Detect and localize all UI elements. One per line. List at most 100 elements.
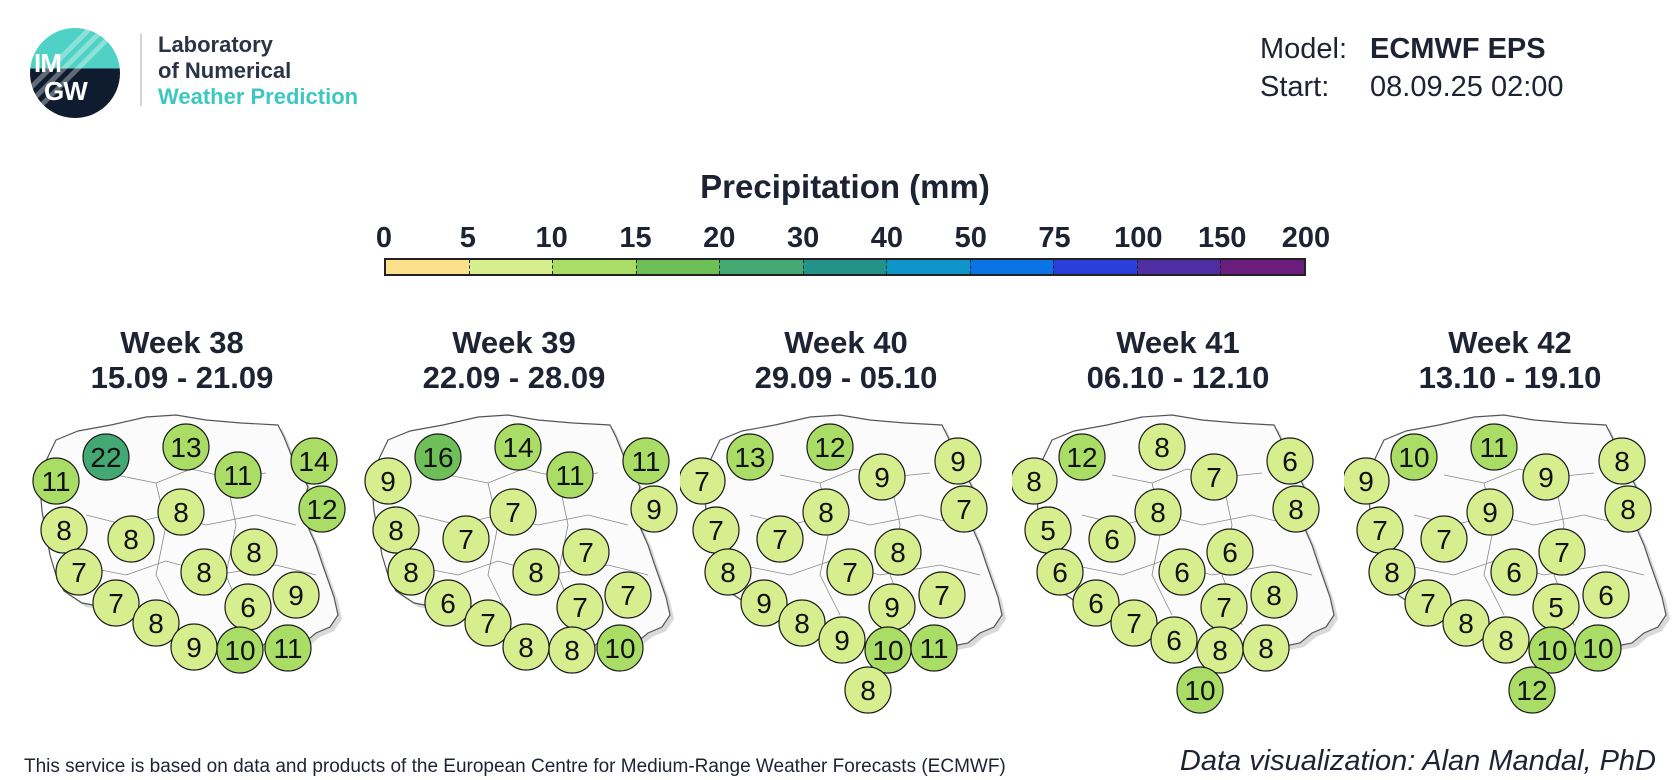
precip-bubble: 5 <box>1532 583 1580 631</box>
precip-bubble: 8 <box>512 548 560 596</box>
precip-value: 9 <box>288 580 304 611</box>
precip-bubble-circle <box>290 437 338 485</box>
precip-bubble-circle <box>1420 515 1468 563</box>
precip-bubble-circle <box>180 548 228 596</box>
precip-value: 8 <box>860 675 876 706</box>
precip-value: 9 <box>884 592 900 623</box>
precip-bubble-circle <box>1110 599 1158 647</box>
precip-value: 6 <box>1222 537 1238 568</box>
precip-value: 7 <box>694 466 710 497</box>
precip-bubble: 6 <box>1088 515 1136 563</box>
legend-tick-label: 50 <box>954 222 987 254</box>
precip-bubble: 7 <box>1404 579 1452 627</box>
precip-value: 9 <box>1538 462 1554 493</box>
precip-bubble-circle <box>704 548 752 596</box>
precip-value: 6 <box>1088 588 1104 619</box>
precip-bubble: 9 <box>364 457 412 505</box>
precip-value: 12 <box>814 432 845 463</box>
precip-bubble-circle <box>1508 666 1556 714</box>
precip-value: 10 <box>604 633 635 664</box>
precip-bubble-circle <box>494 423 542 471</box>
precip-value: 10 <box>1184 675 1215 706</box>
precip-bubble: 8 <box>778 599 826 647</box>
precip-bubble-circle <box>214 451 262 499</box>
precip-bubble: 7 <box>1190 453 1238 501</box>
precip-bubble: 6 <box>224 583 272 631</box>
precip-value: 11 <box>631 446 660 477</box>
precip-value: 8 <box>403 557 419 588</box>
legend-color-segment <box>468 260 553 274</box>
legend-color-segment <box>719 260 803 274</box>
precip-bubble-circle <box>1134 488 1182 536</box>
precip-bubble-circle <box>162 423 210 471</box>
precip-value: 7 <box>458 524 474 555</box>
ecmwf-attribution: This service is based on data and produc… <box>24 756 1006 777</box>
precip-bubble: 6 <box>1036 548 1084 596</box>
week-dates: 29.09 - 05.10 <box>754 360 938 395</box>
precip-bubble: 8 <box>180 548 228 596</box>
precip-bubble-circle <box>1266 437 1314 485</box>
week-dates: 13.10 - 19.10 <box>1418 360 1602 395</box>
precip-value: 7 <box>1216 592 1232 623</box>
precip-bubble: 12 <box>1508 666 1556 714</box>
precip-value: 7 <box>480 608 496 639</box>
precip-bubble: 10 <box>216 626 264 674</box>
week-panel: Week 42 13.10 - 19.10 10 11 9 8 9 8 9 7 7 7 6 6 8 7 5 8 8 1… <box>1344 325 1676 725</box>
precip-bubble: 8 <box>1012 457 1058 505</box>
precip-bubble: 7 <box>940 485 988 533</box>
legend-color-segment <box>1136 260 1221 274</box>
precip-bubble: 7 <box>442 515 490 563</box>
legend-color-segment <box>552 260 636 274</box>
precip-value: 8 <box>1026 466 1042 497</box>
precip-bubble-circle <box>1574 624 1622 672</box>
precip-value: 14 <box>502 432 533 463</box>
precip-bubble-circle <box>910 624 958 672</box>
precip-value: 6 <box>240 592 256 623</box>
precip-bubble-circle <box>562 528 610 576</box>
precip-bubble: 11 <box>546 451 594 499</box>
precip-value: 11 <box>273 633 302 664</box>
start-value: 08.09.25 02:00 <box>1370 71 1564 103</box>
precip-value: 8 <box>818 497 834 528</box>
legend-color-segment <box>969 260 1054 274</box>
precip-value: 6 <box>1506 557 1522 588</box>
precip-bubble-circle <box>740 579 788 627</box>
legend-color-segment <box>886 260 970 274</box>
precip-bubble: 6 <box>1072 579 1120 627</box>
precip-bubble: 11 <box>1470 423 1518 471</box>
precip-value: 8 <box>1458 608 1474 639</box>
precip-bubble: 14 <box>494 423 542 471</box>
precip-bubble-circle <box>1390 433 1438 481</box>
precip-value: 16 <box>422 442 453 473</box>
precip-bubble: 6 <box>1150 616 1198 664</box>
legend-title: Precipitation (mm) <box>700 168 990 205</box>
legend-tick-label: 20 <box>703 222 736 254</box>
precip-value: 7 <box>572 592 588 623</box>
precip-bubble: 6 <box>424 579 472 627</box>
precip-bubble-circle <box>546 451 594 499</box>
precip-value: 7 <box>708 515 724 546</box>
precip-bubble: 7 <box>464 599 512 647</box>
precip-bubble-circle <box>1344 457 1390 505</box>
precip-bubble: 13 <box>162 423 210 471</box>
precip-value: 8 <box>528 557 544 588</box>
legend-color-segment <box>802 260 887 274</box>
legend-tick-label: 15 <box>619 222 652 254</box>
precip-value: 10 <box>224 635 255 666</box>
precip-value: 8 <box>1266 580 1282 611</box>
precip-bubble: 7 <box>1538 528 1586 576</box>
precip-value: 6 <box>1174 557 1190 588</box>
precip-bubble-circle <box>55 548 103 596</box>
precip-value: 22 <box>90 442 121 473</box>
precip-bubble: 11 <box>622 437 670 485</box>
precip-bubble-circle <box>464 599 512 647</box>
precip-bubble-circle <box>874 528 922 576</box>
precip-bubble: 7 <box>556 583 604 631</box>
lab-name-line2: of Numerical <box>158 58 292 83</box>
precip-bubble: 7 <box>1200 583 1248 631</box>
precip-bubble: 9 <box>858 453 906 501</box>
precip-bubble: 8 <box>802 488 850 536</box>
week-number: Week 38 <box>120 325 244 360</box>
lab-name-line1: Laboratory <box>158 32 273 57</box>
precip-bubble: 7 <box>918 571 966 619</box>
